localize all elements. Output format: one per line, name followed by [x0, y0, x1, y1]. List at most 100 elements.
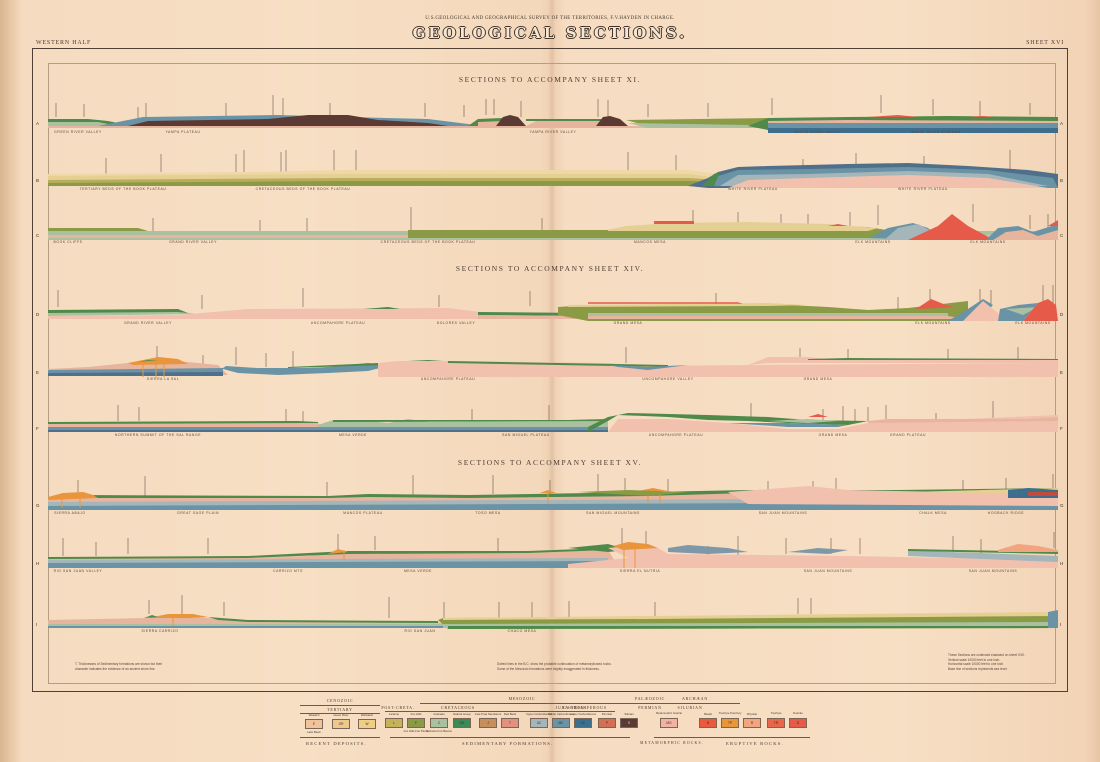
section-h: H H RIO SAN JUAN VALLEY CARRIZO MTS MESA… [36, 528, 1063, 573]
section-e-profile [48, 346, 1058, 377]
swatch-rhyolite: R [743, 718, 761, 728]
section-b-profile [48, 150, 1058, 188]
section-a: A A GREEN RIVER VALLEY YAMPA PLATEAU YAM… [36, 95, 1063, 135]
swatch-dakota: DG [453, 718, 471, 728]
section-letter-right: D [1060, 312, 1064, 317]
place-label: YAMPA PLATEAU [165, 130, 201, 134]
place-label: SAN JUAN MOUNTAINS [803, 569, 853, 573]
section-a-profile [48, 95, 1058, 133]
note-left: T. Thicknesses of Sedimentary formations… [75, 662, 163, 671]
section-e: E E SIERRA LA SAL UNCOMPAHGRE PLATEAU UN… [36, 343, 1063, 383]
legend-sub-tertiary: TERTIARY [327, 707, 353, 712]
swatch-green-river: GR [332, 719, 350, 729]
place-label: MANCOS PLATEAU [343, 511, 383, 515]
place-label: RIO SAN JUAN VALLEY [53, 569, 103, 573]
section-letter-right: I [1060, 622, 1062, 627]
place-label: WHITE RIVER PLATEAU [898, 187, 948, 191]
place-label: CRETACEOUS BEDS OF THE BOOK PLATEAU [380, 240, 476, 244]
place-label: GRAND RIVER VALLEY [169, 240, 217, 244]
legend-era-archaean: ARCHÆAN [681, 696, 709, 701]
note-right: These Sections are continued eastward on… [948, 653, 1025, 671]
legend-footer-recent: RECENT DEPOSITS. [306, 741, 367, 746]
section-f-profile [48, 401, 1058, 432]
page-title: GEOLOGICAL SECTIONS. [412, 24, 688, 42]
section-g: G G SIERRA ABAJO GREAT SAGE PLAIN MANCOS… [36, 470, 1064, 515]
swatch-laramie: L [385, 718, 403, 728]
section-f: F F NORTHERN SUMMIT OF THE SAL RANGE MES… [36, 395, 1063, 440]
place-label: ELK MOUNTAINS [855, 240, 891, 244]
legend-era-mesozoic: MESOZOIC [508, 696, 536, 701]
place-label: SAN JUAN MOUNTAINS [758, 511, 808, 515]
section-letter-right: H [1060, 561, 1064, 566]
section-c-profile [48, 204, 1058, 240]
legend-footer-eruptive: ERUPTIVE ROCKS. [726, 741, 784, 746]
legend-era-palaeozoic: PALÆOZOIC [634, 696, 666, 701]
place-label: NORTHERN SUMMIT OF THE SAL RANGE [114, 433, 202, 437]
swatch-trachyte: TR [767, 718, 785, 728]
group-title-sheet-xv: SECTIONS TO ACCOMPANY SHEET XV. [457, 458, 643, 467]
place-label: SAN MIGUEL PLATEAU [502, 433, 550, 437]
corner-label-left: WESTERN HALF [36, 40, 92, 46]
place-label: ELK MOUNTAINS [915, 321, 951, 325]
place-label: WHITE RIVER PLATEAU [728, 187, 778, 191]
swatch-colorado: C [430, 718, 448, 728]
place-label: GREAT SAGE PLAIN [176, 511, 220, 515]
map-frame [32, 48, 1068, 692]
place-label: UNCOMPAHGRE PLATEAU [310, 321, 366, 325]
swatch-permian: P [598, 718, 616, 728]
section-letter-left: A [36, 121, 40, 126]
place-label: YAMPA RIVER VALLEY [529, 130, 577, 134]
place-label: UNCOMPAHGRE PLATEAU [420, 377, 476, 381]
section-letter-left: C [36, 233, 40, 238]
place-label: ELK MOUNTAINS [1015, 321, 1051, 325]
place-label: HOGBACK RIDGE [987, 511, 1025, 515]
place-label: CRETACEOUS BEDS OF THE BOOK PLATEAU [255, 187, 351, 191]
place-label: GREEN RIVER VALLEY [54, 130, 102, 134]
legend-footer-metamorphic: METAMORPHIC ROCKS. [640, 741, 704, 745]
place-label: CHACO MESA [507, 629, 537, 633]
place-label: GRAND PLATEAU [889, 433, 927, 437]
section-d: D D GRAND RIVER VALLEY UNCOMPAHGRE PLATE… [36, 285, 1063, 327]
place-label: WHITE RIVER VALLEY [794, 130, 842, 134]
place-label: SIERRA ABAJO [54, 511, 86, 515]
section-h-profile [48, 528, 1058, 568]
section-i-profile [48, 595, 1058, 629]
place-label: CARRIZO MTS [273, 569, 303, 573]
place-label: TOSO MESA [475, 511, 501, 515]
swatch-upper-carboniferous: UC [530, 718, 548, 728]
section-g-profile [48, 474, 1058, 510]
place-label: WHITE RIVER PLATEAU [911, 130, 961, 134]
place-label: CHALK MESA [919, 511, 947, 515]
place-label: ELK MOUNTAINS [970, 240, 1006, 244]
section-letter-left: B [36, 178, 40, 183]
legend-sub-carboniferous: CARBONIFEROUS [563, 705, 607, 710]
center-fold [548, 0, 556, 762]
legend-sub-permian: PERMIAN [638, 705, 662, 710]
place-label: SIERRA EL NUTRIA [619, 569, 661, 573]
section-letter-left: F [36, 426, 39, 431]
section-letter-left: E [36, 370, 40, 375]
place-label: DOLORES VALLEY [436, 321, 476, 325]
legend-footer-sedimentary: SEDIMENTARY FORMATIONS. [462, 741, 554, 746]
place-label: MANCOS MESA [633, 240, 667, 244]
group-title-sheet-xi: SECTIONS TO ACCOMPANY SHEET XI. [458, 75, 642, 84]
paper-edge [0, 0, 22, 762]
section-d-profile [48, 285, 1058, 321]
legend-sub-silurian: SILURIAN [677, 705, 703, 710]
place-label: GRAND RIVER VALLEY [124, 321, 172, 325]
group-title-sheet-xiv: SECTIONS TO ACCOMPANY SHEET XIV. [455, 264, 645, 273]
section-letter-left: D [36, 312, 40, 317]
swatch-red-beds: T [501, 718, 519, 728]
swatch-lower-carboniferous: LC [574, 718, 592, 728]
section-b: B B TERTIARY BEDS OF THE BOOK PLATEAU CR… [36, 150, 1063, 192]
section-letter-right: E [1060, 370, 1064, 375]
swatch-fox-hills: F [407, 718, 425, 728]
section-i: I I SIERRA CARRIZO RIO SAN JUAN CHACO ME… [36, 592, 1062, 633]
place-label: SIERRA LA SAL [146, 377, 180, 381]
place-label: MESA VERDE [403, 569, 433, 573]
legend-sub-cretaceous: CRETACEOUS [441, 705, 475, 710]
swatch-jura-trias: J [479, 718, 497, 728]
section-letter-right: B [1060, 178, 1064, 183]
corner-label-right: SHEET XVI [1026, 40, 1064, 46]
section-letter-right: A [1060, 121, 1064, 126]
